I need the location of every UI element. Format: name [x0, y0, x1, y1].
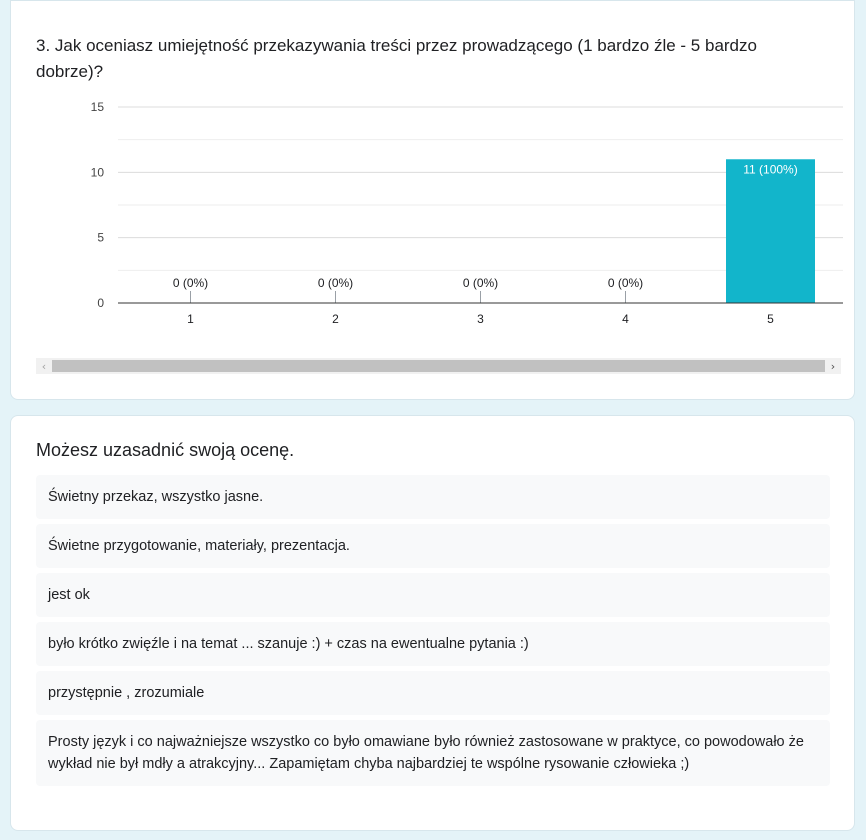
data-label: 11 (100%) — [743, 162, 797, 176]
y-tick-label: 0 — [97, 296, 104, 310]
response-item: było krótko zwięźle i na temat ... szanu… — [36, 622, 830, 666]
bar — [726, 159, 815, 303]
data-label: 0 (0%) — [463, 276, 498, 290]
scroll-left-icon[interactable]: ‹ — [41, 359, 47, 373]
responses-card: Możesz uzasadnić swoją ocenę. Świetny pr… — [10, 415, 855, 831]
y-tick-label: 15 — [91, 100, 105, 114]
response-item: jest ok — [36, 573, 830, 617]
y-tick-label: 10 — [91, 165, 105, 179]
data-label: 0 (0%) — [608, 276, 643, 290]
scroll-right-icon[interactable]: › — [830, 359, 836, 373]
horizontal-scrollbar[interactable]: ‹ › — [36, 358, 841, 374]
y-tick-label: 5 — [97, 231, 104, 245]
x-tick-label: 1 — [187, 312, 194, 326]
data-label: 0 (0%) — [173, 276, 208, 290]
question-title: 3. Jak oceniasz umiejętność przekazywani… — [36, 36, 757, 81]
response-item: Prosty język i co najważniejsze wszystko… — [36, 720, 830, 786]
x-tick-label: 2 — [332, 312, 339, 326]
x-tick-label: 4 — [622, 312, 629, 326]
bar-chart: 0 5 10 15 0 (0%) 1 0 (0%) 2 0 (0%) 3 0 (0%) 4 11 (10… — [91, 100, 843, 326]
x-tick-label: 5 — [767, 312, 774, 326]
section-title: Możesz uzasadnić swoją ocenę. — [36, 440, 295, 460]
response-item: Świetny przekaz, wszystko jasne. — [36, 475, 830, 519]
data-label: 0 (0%) — [318, 276, 353, 290]
response-item: przystępnie , zrozumiale — [36, 671, 830, 715]
scroll-thumb[interactable] — [52, 360, 825, 372]
response-item: Świetne przygotowanie, materiały, prezen… — [36, 524, 830, 568]
x-tick-label: 3 — [477, 312, 484, 326]
chart-card: 3. Jak oceniasz umiejętność przekazywani… — [10, 0, 855, 400]
responses-list: Świetny przekaz, wszystko jasne. Świetne… — [36, 475, 830, 791]
